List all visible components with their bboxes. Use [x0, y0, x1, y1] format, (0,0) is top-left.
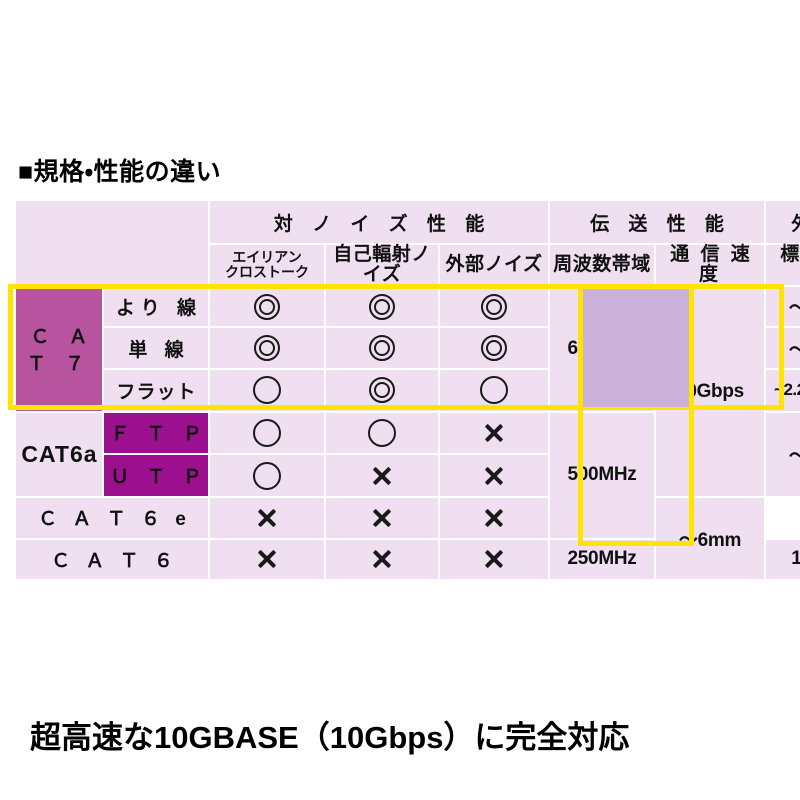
- sub-header-alien-crosstalk: エイリアン クロストーク: [208, 243, 326, 287]
- cell-diameter-cat6e-cat6: 〜6mm: [654, 496, 766, 581]
- cell-alien-crosstalk-cat7-tansen: [208, 326, 326, 370]
- group-header-appearance: 外 観: [764, 199, 800, 245]
- cell-self-radiation-cat6a-ftp: [324, 410, 440, 456]
- cell-self-radiation-cat7-flat: [324, 367, 440, 413]
- table-corner-blank: [14, 199, 210, 287]
- cell-speed-1gbps: 1Gbps: [764, 537, 800, 582]
- table-row: Ｃ Ａ Ｔ ６ 250MHz 1Gbps: [14, 537, 800, 582]
- cell-external-noise-cat6: [438, 537, 550, 582]
- cell-self-radiation-cat7-tansen: [324, 326, 440, 370]
- subtype-label-yorisen: より 線: [102, 284, 210, 329]
- category-label-cat6e: Ｃ Ａ Ｔ ６ e: [14, 496, 210, 540]
- subtype-label-flat: フラット: [102, 367, 210, 413]
- double-circle-icon: [481, 294, 507, 320]
- cell-alien-crosstalk-cat6a-ftp: [208, 410, 326, 456]
- sub-header-alien-crosstalk-line2: クロストーク: [225, 264, 309, 280]
- table-row: Ｕ Ｔ Ｐ: [15, 453, 800, 499]
- sub-header-diameter: 標 準 外 径: [764, 243, 800, 287]
- double-circle-icon: [369, 294, 395, 320]
- cell-external-noise-cat6e: [438, 496, 550, 540]
- subtype-label-utp: Ｕ Ｔ Ｐ: [102, 453, 210, 499]
- cell-speed-10gbps: 10Gbps: [654, 284, 766, 499]
- cross-icon: [256, 548, 278, 570]
- double-circle-icon: [254, 294, 280, 320]
- cell-external-noise-cat7-yorisen: [438, 284, 550, 329]
- cell-self-radiation-cat6: [324, 537, 440, 582]
- bottom-caption: 超高速な10GBASE（10Gbps）に完全対応: [30, 720, 630, 755]
- cross-icon: [371, 548, 393, 570]
- cross-icon: [371, 507, 393, 529]
- sub-header-speed: 通 信 速 度: [654, 243, 766, 287]
- cell-diameter-cat7-yorisen: 〜6mm: [764, 284, 800, 329]
- cell-external-noise-cat6a-utp: [438, 453, 550, 499]
- cross-icon: [483, 422, 505, 444]
- cell-external-noise-cat6a-ftp: [438, 410, 550, 456]
- category-label-cat7: Ｃ Ａ Ｔ ７: [14, 285, 104, 413]
- double-circle-icon: [369, 377, 395, 403]
- double-circle-icon: [369, 335, 395, 361]
- circle-icon: [253, 461, 281, 490]
- table-row: CAT6a Ｆ Ｔ Ｐ 500MHz 〜9mm: [14, 410, 800, 540]
- cell-alien-crosstalk-cat7-flat: [208, 367, 326, 413]
- group-header-transmission: 伝 送 性 能: [548, 199, 766, 245]
- cell-external-noise-cat7-tansen: [438, 326, 550, 370]
- sub-header-self-radiation: 自己輻射ノイズ: [324, 243, 440, 287]
- cell-alien-crosstalk-cat7-yorisen: [208, 284, 326, 329]
- sub-header-alien-crosstalk-line1: エイリアン: [232, 249, 302, 266]
- cross-icon: [483, 465, 505, 487]
- cell-alien-crosstalk-cat6: [208, 537, 326, 582]
- table-row: Ｃ Ａ Ｔ ６ e 〜6mm: [14, 496, 800, 581]
- cell-bandwidth-cat6a: 500MHz: [548, 410, 656, 540]
- table-row: Ｃ Ａ Ｔ ７ より 線 600MHz 10Gbps 〜6mm: [14, 284, 800, 499]
- double-circle-icon: [481, 335, 507, 361]
- circle-icon: [253, 418, 281, 447]
- table-sub-header-row: エイリアン クロストーク 自己輻射ノイズ 外部ノイズ 周波数帯域 通 信 速 度…: [15, 243, 800, 287]
- page-title: ■規格・性能の違い: [18, 158, 222, 186]
- cell-self-radiation-cat6a-utp: [324, 453, 440, 499]
- cell-self-radiation-cat6e: [324, 496, 440, 540]
- cross-icon: [483, 507, 505, 529]
- circle-icon: [480, 376, 508, 405]
- category-label-cat6a: CAT6a: [14, 410, 104, 499]
- cell-bandwidth-cat7: 600MHz: [548, 285, 656, 413]
- cell-diameter-cat6a: 〜9mm: [764, 410, 800, 499]
- category-label-cat6: Ｃ Ａ Ｔ ６: [14, 537, 210, 582]
- cell-diameter-cat7-flat: ~2.2x7.2mm: [764, 367, 800, 413]
- table-group-header-row: 対 ノ イ ズ 性 能 伝 送 性 能 外 観: [14, 199, 800, 287]
- cross-icon: [371, 465, 393, 487]
- cell-self-radiation-cat7-yorisen: [324, 284, 440, 329]
- circle-icon: [253, 376, 281, 405]
- spec-comparison-table: 対 ノ イ ズ 性 能 伝 送 性 能 外 観 エイリアン クロストーク 自己輻…: [14, 199, 800, 582]
- cross-icon: [483, 548, 505, 570]
- cell-bandwidth-cat6: 250MHz: [548, 537, 656, 582]
- spec-table-container: 対 ノ イ ズ 性 能 伝 送 性 能 外 観 エイリアン クロストーク 自己輻…: [14, 199, 800, 582]
- double-circle-icon: [254, 335, 280, 361]
- subtype-label-tansen: 単 線: [102, 326, 210, 370]
- group-header-noise: 対 ノ イ ズ 性 能: [208, 199, 550, 245]
- cell-external-noise-cat7-flat: [438, 367, 550, 413]
- cross-icon: [256, 507, 278, 529]
- sub-header-bandwidth: 周波数帯域: [548, 243, 656, 287]
- sub-header-external-noise: 外部ノイズ: [438, 243, 550, 287]
- cell-diameter-cat7-tansen: 〜8mm: [764, 326, 800, 370]
- cell-alien-crosstalk-cat6a-utp: [208, 453, 326, 499]
- circle-icon: [368, 418, 396, 447]
- cell-alien-crosstalk-cat6e: [208, 496, 326, 540]
- subtype-label-ftp: Ｆ Ｔ Ｐ: [102, 410, 210, 456]
